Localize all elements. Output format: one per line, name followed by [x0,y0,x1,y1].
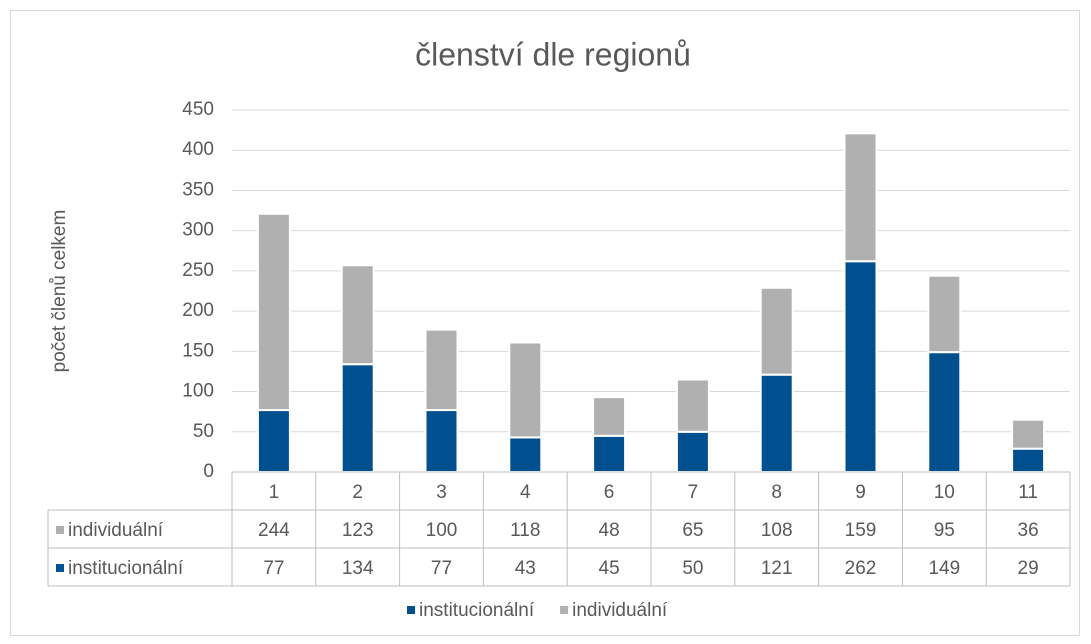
bar-segment [592,396,627,437]
table-key [56,526,64,534]
legend-label: individuální [572,600,668,621]
table-value: 149 [928,558,960,579]
table-value: 43 [515,558,536,579]
bar-segment [424,328,459,412]
y-tick-label: 0 [203,461,214,482]
table-value: 244 [258,520,290,541]
x-tick-label: 2 [352,482,363,503]
table-row-label: institucionální [68,558,184,579]
table-value: 50 [682,558,703,579]
x-tick-label: 8 [771,482,782,503]
table-value: 134 [342,558,374,579]
bar-segment [927,351,962,474]
x-tick-label: 1 [269,482,280,503]
bar-segment [759,286,794,376]
bar-segment [927,274,962,354]
table-value: 77 [263,558,284,579]
bar-segment [759,373,794,474]
legend-key [560,606,569,614]
y-tick-label: 150 [182,340,214,361]
y-tick-label: 100 [182,381,214,402]
bar-segment [340,363,375,473]
table-value: 121 [761,558,793,579]
x-tick-label: 7 [688,482,699,503]
y-tick-label: 250 [182,260,214,281]
table-value: 36 [1018,520,1039,541]
y-tick-label: 300 [182,220,214,241]
bar-segment [256,212,291,412]
x-tick-label: 3 [436,482,447,503]
chart-title: členství dle regionů [415,36,691,72]
bar-segment [1011,447,1046,473]
bar-segment [340,264,375,366]
bar-segment [843,260,878,474]
table-value: 262 [845,558,877,579]
table-value: 100 [426,520,458,541]
table-value: 123 [342,520,374,541]
bar-segment [675,430,710,473]
table-value: 159 [845,520,877,541]
table-value: 95 [934,520,955,541]
bar-segment [843,132,878,263]
x-tick-label: 9 [855,482,866,503]
x-tick-label: 11 [1018,482,1038,503]
table-value: 48 [599,520,620,541]
x-tick-label: 6 [604,482,615,503]
table-value: 118 [510,520,540,541]
y-axis-label: počet členů celkem [49,210,70,373]
y-tick-label: 400 [182,139,214,160]
y-tick-label: 350 [182,179,214,200]
legend-label: institucionální [419,600,535,621]
legend-key [407,606,415,614]
bar-segment [256,409,291,473]
table-row-label: individuální [68,520,164,541]
table-value: 29 [1018,558,1039,579]
bar-segment [508,341,543,439]
table-value: 45 [599,558,620,579]
bar-segment [424,409,459,473]
table-value: 108 [761,520,793,541]
bar-segment [675,378,710,433]
x-tick-label: 4 [520,482,531,503]
bar-segment [1011,418,1046,450]
bar-segment [508,436,543,473]
table-value: 77 [431,558,452,579]
chart-border [10,10,1080,636]
table-key [56,564,64,572]
table-value: 65 [682,520,703,541]
y-tick-label: 200 [182,300,214,321]
x-tick-label: 10 [934,482,955,503]
y-tick-label: 50 [193,421,214,442]
bar-segment [592,434,627,473]
y-tick-label: 450 [182,99,214,120]
